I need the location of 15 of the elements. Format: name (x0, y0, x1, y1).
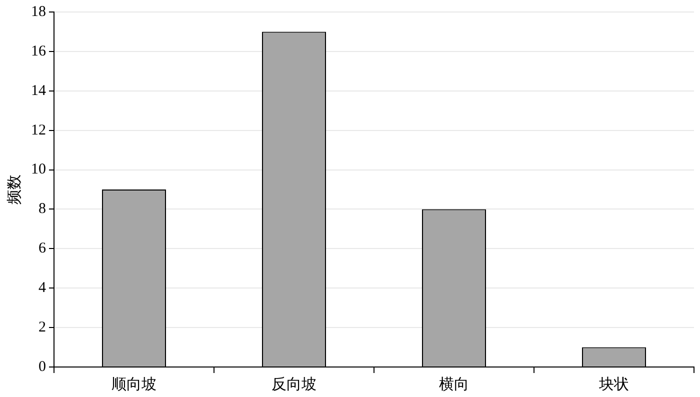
y-tick-label: 6 (38, 240, 46, 257)
x-tick-label: 顺向坡 (112, 376, 156, 393)
y-tick-label: 12 (31, 122, 46, 138)
y-axis-title: 频数 (6, 174, 23, 204)
y-tick-label: 16 (31, 43, 46, 60)
y-tick-label: 0 (38, 358, 46, 375)
y-tick-label: 10 (31, 162, 46, 178)
y-tick-label: 18 (31, 4, 46, 20)
y-tick-label: 2 (38, 319, 46, 336)
y-tick-label: 14 (31, 82, 46, 99)
y-tick-label: 4 (38, 280, 46, 296)
x-tick-label: 反向坡 (272, 376, 316, 393)
y-tick-label: 8 (38, 201, 46, 218)
x-tick-label: 块状 (598, 376, 629, 393)
x-tick-label: 横向 (439, 376, 469, 393)
